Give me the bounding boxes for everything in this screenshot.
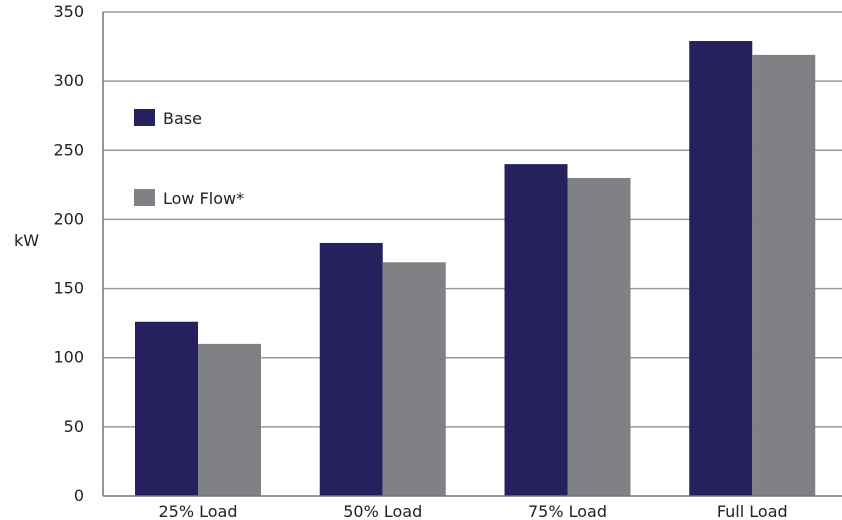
axis-layer: 0 50 100 150 200 250 300 350 25% Load 50% Load 75%… xyxy=(53,2,842,520)
y-axis-label: kW xyxy=(14,231,39,250)
bar-base-4 xyxy=(689,41,753,496)
bar-base-2 xyxy=(319,242,383,496)
y-tick-label: 150 xyxy=(53,279,84,298)
y-tick-label: 0 xyxy=(74,486,84,505)
bar-low-flow-3 xyxy=(567,177,631,496)
y-tick-label: 50 xyxy=(64,417,84,436)
bar-base-3 xyxy=(504,164,568,496)
bar-low-flow-4 xyxy=(752,54,816,497)
x-tick-label: 75% Load xyxy=(528,502,607,520)
y-tick-label: 300 xyxy=(53,71,84,90)
y-tick-label: 200 xyxy=(53,209,84,228)
bar-low-flow-1 xyxy=(198,343,261,496)
y-tick-label: 100 xyxy=(53,348,84,367)
legend-swatch-base xyxy=(134,109,155,126)
x-tick-label: Full Load xyxy=(717,502,788,520)
y-tick-label: 350 xyxy=(53,2,84,21)
legend-label-base: Base xyxy=(163,109,202,128)
bar-base-1 xyxy=(135,321,198,496)
legend-label-low-flow: Low Flow* xyxy=(163,189,244,208)
legend: Base Low Flow* xyxy=(134,109,244,208)
legend-swatch-low-flow xyxy=(134,189,155,206)
bar-low-flow-2 xyxy=(382,262,446,496)
bar-layer xyxy=(135,41,816,497)
y-tick-label: 250 xyxy=(53,140,84,159)
x-tick-label: 50% Load xyxy=(343,502,422,520)
x-tick-label: 25% Load xyxy=(158,502,237,520)
